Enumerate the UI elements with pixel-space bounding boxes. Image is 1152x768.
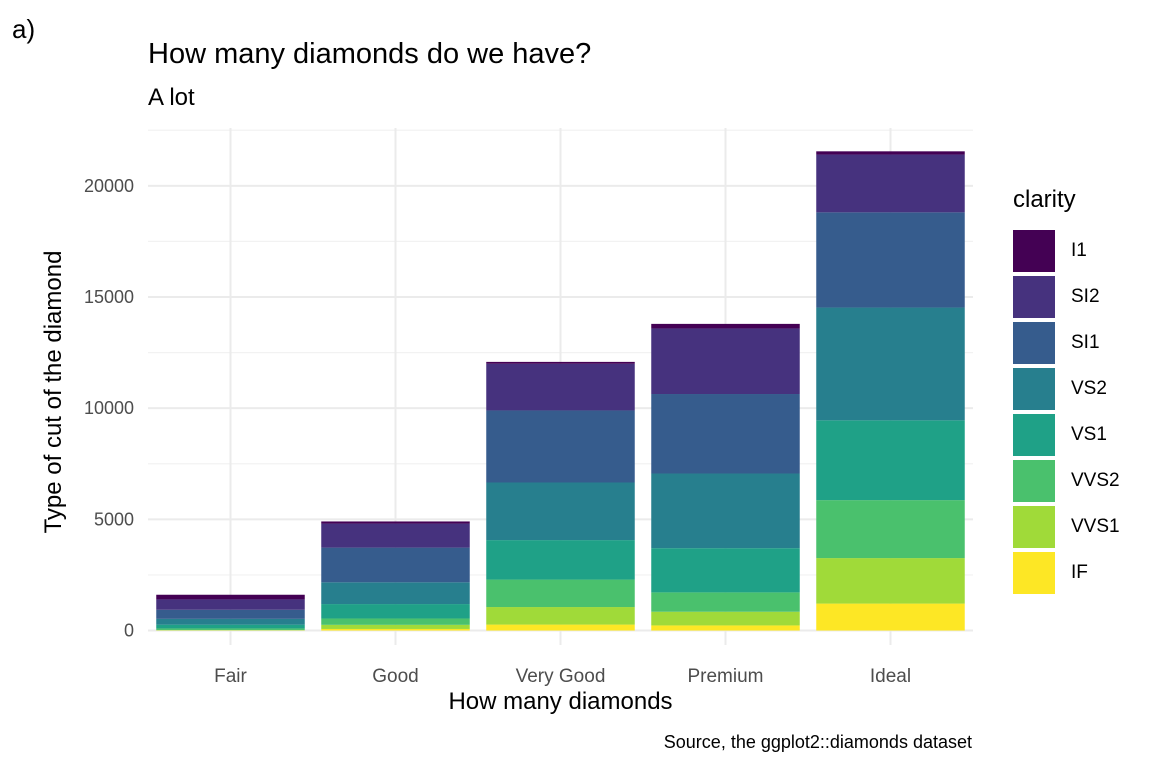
legend-swatch: [1013, 460, 1055, 502]
bar-segment-vs2: [651, 473, 800, 549]
y-tick-label: 15000: [84, 287, 134, 307]
legend-swatch: [1013, 322, 1055, 364]
x-tick-label: Very Good: [516, 666, 606, 687]
bar-segment-vs2: [156, 618, 305, 625]
bar-segment-si2: [321, 523, 470, 548]
bar-segment-vvs2: [816, 500, 965, 559]
legend-item: VS1: [1013, 412, 1120, 458]
bar-segment-if: [816, 603, 965, 631]
bar-segment-vs2: [486, 482, 635, 541]
chart-title: How many diamonds do we have?: [148, 38, 592, 70]
y-tick-label: 10000: [84, 398, 134, 418]
legend: clarity I1 SI2 SI1 VS2 VS1 VVS2 VVS1 IF: [1013, 186, 1120, 596]
legend-item: SI2: [1013, 274, 1120, 320]
legend-title: clarity: [1013, 186, 1076, 213]
y-tick-label: 20000: [84, 176, 134, 196]
y-axis-label: Type of cut of the diamond: [40, 250, 67, 534]
bar-segment-si1: [486, 410, 635, 483]
legend-label: VS2: [1071, 378, 1107, 399]
bar-segment-vvs2: [321, 618, 470, 625]
bar-segment-vvs2: [156, 628, 305, 630]
y-tick-label: 5000: [94, 509, 134, 529]
x-tick-label: Fair: [214, 666, 247, 687]
bar-segment-if: [651, 625, 800, 631]
chart-caption: Source, the ggplot2::diamonds dataset: [663, 732, 972, 752]
bar-segment-si2: [651, 328, 800, 395]
bar-segment-i1: [486, 361, 635, 364]
bar-segment-if: [321, 628, 470, 631]
bar-segment-vvs1: [816, 558, 965, 604]
legend-swatch: [1013, 552, 1055, 594]
bar-segment-i1: [156, 594, 305, 600]
bar-segment-si1: [651, 394, 800, 474]
x-axis-label: How many diamonds: [448, 688, 673, 715]
panel-tag: a): [12, 14, 36, 44]
legend-label: I1: [1071, 240, 1087, 261]
bar-segment-vs1: [321, 604, 470, 619]
x-tick-label: Ideal: [870, 666, 911, 687]
legend-items: I1 SI2 SI1 VS2 VS1 VVS2 VVS1 IF: [1013, 228, 1120, 596]
bar-segment-vs1: [651, 548, 800, 593]
bar-segment-vvs2: [486, 579, 635, 608]
legend-label: IF: [1071, 562, 1088, 583]
bar-segment-si2: [816, 154, 965, 213]
bar-segment-vvs1: [651, 611, 800, 626]
bar-segment-si1: [156, 609, 305, 619]
legend-label: VVS2: [1071, 470, 1120, 491]
bar-segment-vs1: [816, 420, 965, 501]
legend-label: SI1: [1071, 332, 1100, 353]
legend-item: VS2: [1013, 366, 1120, 412]
bar-segment-vs1: [486, 540, 635, 580]
bar-segment-vs1: [156, 624, 305, 629]
bar-segment-si2: [156, 599, 305, 610]
legend-item: I1: [1013, 228, 1120, 274]
legend-swatch: [1013, 230, 1055, 272]
x-tick-label: Premium: [687, 666, 763, 687]
bar-segment-vvs1: [486, 607, 635, 625]
bar-segment-i1: [321, 521, 470, 524]
legend-swatch: [1013, 276, 1055, 318]
y-tick-label: 0: [124, 621, 134, 641]
bar-segment-si2: [486, 363, 635, 411]
legend-item: SI1: [1013, 320, 1120, 366]
legend-swatch: [1013, 368, 1055, 410]
bar-segment-vs2: [321, 582, 470, 605]
legend-label: SI2: [1071, 286, 1100, 307]
bar-segment-vs2: [816, 307, 965, 421]
legend-swatch: [1013, 414, 1055, 456]
bar-segment-si1: [816, 212, 965, 308]
bar-segment-i1: [816, 151, 965, 155]
legend-item: VVS2: [1013, 458, 1120, 504]
bar-segment-i1: [651, 323, 800, 329]
legend-swatch: [1013, 506, 1055, 548]
legend-label: VVS1: [1071, 516, 1120, 537]
chart-subtitle: A lot: [148, 84, 195, 111]
legend-label: VS1: [1071, 424, 1107, 445]
legend-item: VVS1: [1013, 504, 1120, 550]
bar-segment-vvs1: [321, 624, 470, 629]
x-tick-label: Good: [372, 666, 418, 687]
legend-item: IF: [1013, 550, 1120, 596]
bar-segment-si1: [321, 547, 470, 583]
bar-segment-vvs2: [651, 592, 800, 612]
bar-segment-if: [486, 624, 635, 631]
